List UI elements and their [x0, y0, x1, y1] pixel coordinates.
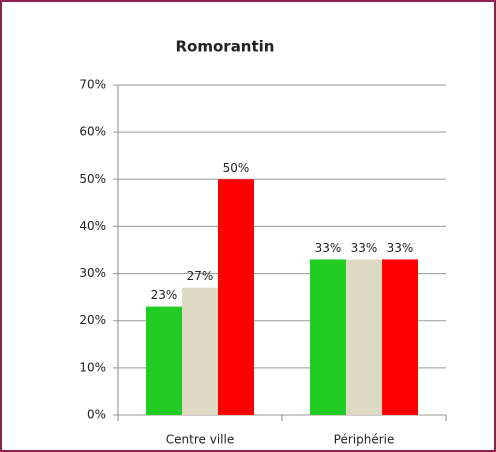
y-tick-label: 70% [79, 78, 106, 92]
value-label: 23% [151, 288, 178, 302]
value-label: 27% [187, 269, 214, 283]
value-label: 33% [351, 241, 378, 255]
y-tick-label: 0% [87, 408, 106, 422]
y-tick-label: 40% [79, 219, 106, 233]
value-label: 50% [223, 161, 250, 175]
y-tick-label: 60% [79, 125, 106, 139]
y-tick-label: 20% [79, 313, 106, 327]
chart-title: Romorantin [176, 38, 275, 56]
bar [146, 306, 182, 415]
bar [310, 259, 346, 415]
bar [382, 259, 418, 415]
y-tick-label: 30% [79, 266, 106, 280]
bar [218, 179, 254, 415]
value-label: 33% [387, 241, 414, 255]
bar [182, 287, 218, 415]
value-label: 33% [315, 241, 342, 255]
y-tick-label: 50% [79, 172, 106, 186]
x-tick-label: Périphérie [334, 433, 395, 447]
x-tick-label: Centre ville [166, 433, 234, 447]
bar [346, 259, 382, 415]
y-tick-label: 10% [79, 360, 106, 374]
